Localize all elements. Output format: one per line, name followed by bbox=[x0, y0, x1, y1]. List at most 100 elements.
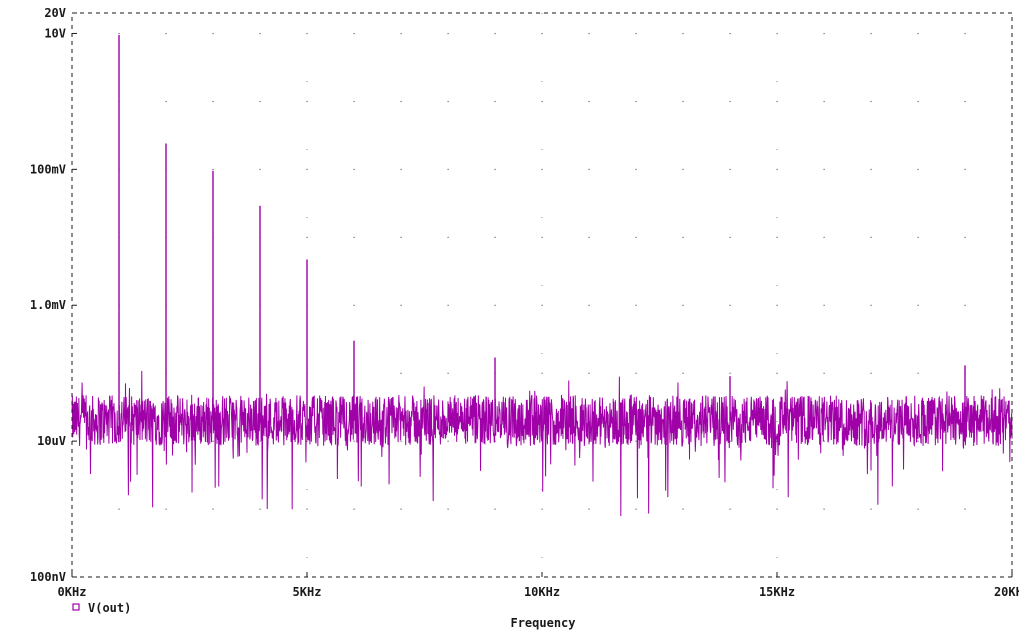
x-tick-label: 15KHz bbox=[759, 585, 795, 599]
x-axis-title: Frequency bbox=[510, 616, 575, 630]
grid-dot bbox=[776, 508, 778, 510]
grid-dot bbox=[118, 32, 120, 35]
grid-dot bbox=[353, 100, 355, 103]
grid-dot bbox=[400, 32, 402, 35]
grid-dot bbox=[165, 32, 167, 35]
x-tick-label: 10KHz bbox=[524, 585, 560, 599]
grid-dot bbox=[964, 32, 966, 35]
grid-dot bbox=[259, 508, 261, 510]
grid-dot bbox=[729, 168, 731, 171]
grid-dot bbox=[729, 236, 731, 238]
grid-dot bbox=[400, 100, 402, 103]
grid-dot bbox=[588, 168, 590, 171]
grid-dot bbox=[823, 236, 825, 238]
grid-dot bbox=[541, 100, 543, 103]
y-tick-label: 10V bbox=[44, 26, 66, 40]
grid-dot bbox=[353, 168, 355, 171]
series-vout-line bbox=[71, 34, 1013, 517]
grid-dot bbox=[400, 508, 402, 510]
grid-dot bbox=[635, 236, 637, 238]
grid-dot bbox=[306, 236, 308, 238]
grid-dot bbox=[870, 168, 872, 171]
grid-dot bbox=[823, 372, 825, 374]
grid-dot bbox=[447, 440, 449, 442]
grid-dot bbox=[541, 236, 543, 238]
x-axis: 0KHz 5KHz 10KHz 15KHz 20KHz bbox=[58, 572, 1019, 599]
grid-dot bbox=[118, 508, 120, 510]
grid-dot bbox=[353, 508, 355, 510]
y-tick-label: 1.0mV bbox=[30, 298, 66, 312]
grid-dot bbox=[917, 508, 919, 510]
grid-dot bbox=[776, 304, 778, 306]
grid-dot bbox=[541, 508, 543, 510]
grid-dot bbox=[635, 508, 637, 510]
x-tick-label: 5KHz bbox=[293, 585, 322, 599]
grid-dot bbox=[729, 32, 731, 35]
grid-dot bbox=[494, 304, 496, 306]
grid-dot bbox=[541, 304, 543, 306]
grid-dot bbox=[823, 440, 825, 442]
grid-dot bbox=[917, 236, 919, 238]
grid-dot bbox=[212, 100, 214, 103]
grid-dot bbox=[682, 236, 684, 238]
grid-dot bbox=[776, 32, 778, 35]
grid-dot bbox=[353, 236, 355, 238]
grid-dot bbox=[447, 100, 449, 103]
grid-dot bbox=[494, 100, 496, 103]
grid-dot bbox=[917, 100, 919, 103]
grid-dot bbox=[588, 100, 590, 103]
grid-dot bbox=[447, 32, 449, 35]
grid-dot bbox=[729, 440, 731, 442]
x-tick-label: 20KHz bbox=[994, 585, 1019, 599]
grid-dot bbox=[729, 304, 731, 306]
grid-dot bbox=[447, 372, 449, 374]
grid-dot bbox=[259, 32, 261, 35]
grid-dot bbox=[729, 508, 731, 510]
grid-dot bbox=[306, 100, 308, 103]
grid-dot bbox=[588, 236, 590, 238]
grid-dot bbox=[635, 372, 637, 374]
grid-dot bbox=[729, 372, 731, 374]
grid-dot bbox=[964, 304, 966, 306]
grid-dot bbox=[588, 304, 590, 306]
grid-dot bbox=[494, 236, 496, 238]
grid-dot bbox=[823, 168, 825, 171]
grid-dot bbox=[870, 236, 872, 238]
grid-dot bbox=[917, 440, 919, 442]
grid-dot bbox=[541, 32, 543, 35]
grid-dot bbox=[353, 32, 355, 35]
grid-dot bbox=[212, 440, 214, 442]
grid-dot bbox=[541, 168, 543, 171]
y-tick-label: 100nV bbox=[30, 570, 66, 584]
grid-dot bbox=[870, 32, 872, 35]
grid-dot bbox=[494, 508, 496, 510]
grid-dot bbox=[353, 304, 355, 306]
grid-dot bbox=[306, 440, 308, 442]
grid-dot bbox=[400, 236, 402, 238]
grid-dot bbox=[870, 372, 872, 374]
grid-dot bbox=[776, 100, 778, 103]
legend-marker bbox=[72, 603, 80, 611]
grid-dot bbox=[635, 32, 637, 35]
grid-dot bbox=[682, 168, 684, 171]
grid-dot bbox=[682, 32, 684, 35]
grid-dot bbox=[494, 168, 496, 171]
grid-dot bbox=[682, 100, 684, 103]
grid-dot bbox=[682, 508, 684, 510]
grid-dot bbox=[682, 372, 684, 374]
grid-dot bbox=[400, 168, 402, 171]
grid-dot bbox=[635, 168, 637, 171]
grid-dot bbox=[917, 32, 919, 35]
grid-dot bbox=[776, 372, 778, 374]
grid-dot bbox=[400, 372, 402, 374]
grid-dot bbox=[306, 508, 308, 510]
legend-label: V(out) bbox=[88, 601, 131, 615]
grid-dot bbox=[541, 372, 543, 374]
y-tick-label: 100mV bbox=[30, 162, 66, 176]
y-tick-label: 20V bbox=[44, 6, 66, 20]
grid-dot bbox=[212, 508, 214, 510]
grid-dot bbox=[165, 508, 167, 510]
grid-lines bbox=[118, 13, 966, 577]
grid-dot bbox=[823, 508, 825, 510]
grid-dot bbox=[447, 168, 449, 171]
